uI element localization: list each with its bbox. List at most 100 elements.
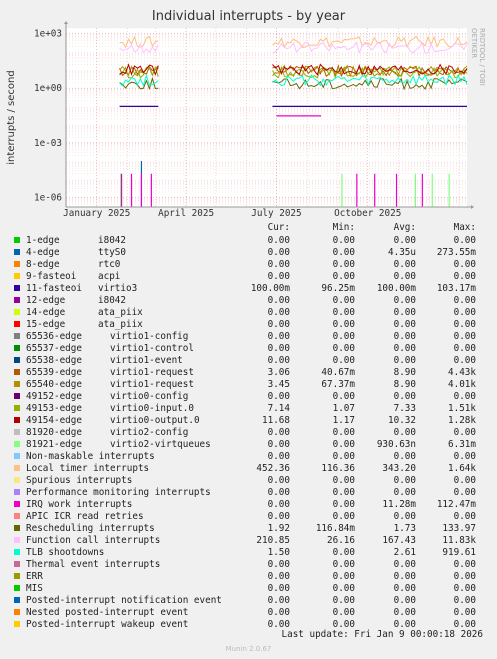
- legend-swatch: [14, 261, 20, 267]
- legend-min: 0.00: [332, 583, 355, 594]
- legend-max: 0.00: [453, 355, 476, 366]
- header-max: Max:: [453, 222, 476, 233]
- legend-cur: 0.00: [267, 487, 290, 498]
- legend-series-name: Spurious interrupts: [26, 475, 133, 486]
- legend-swatch: [14, 369, 20, 375]
- legend-series-name: 49154-edge: [26, 415, 82, 426]
- x-tick-label: April 2025: [158, 208, 214, 219]
- legend-device: virtio1-request: [110, 367, 194, 378]
- legend-cur: 0.00: [267, 295, 290, 306]
- legend-series-name: IRQ work interrupts: [26, 499, 133, 510]
- legend-min: 0.00: [332, 307, 355, 318]
- legend-swatch: [14, 321, 20, 327]
- series-trace: [272, 41, 468, 55]
- legend-min: 0.00: [332, 595, 355, 606]
- legend-max: 4.43k: [448, 367, 476, 378]
- legend-cur: 0.00: [267, 439, 290, 450]
- munin-version: Munin 2.0.67: [225, 645, 272, 653]
- legend-swatch: [14, 273, 20, 279]
- legend-avg: 0.00: [393, 331, 416, 342]
- header-cur: Cur:: [267, 222, 290, 233]
- rrdtool-credit: RRDTOOL / TOBI OETIKER: [470, 28, 486, 86]
- x-tick-label: July 2025: [251, 208, 301, 219]
- legend-swatch: [14, 561, 20, 567]
- legend-max: 0.00: [453, 319, 476, 330]
- legend-min: 40.67m: [321, 367, 355, 378]
- legend-avg: 0.00: [393, 307, 416, 318]
- legend-device: ttyS0: [98, 247, 126, 258]
- legend-series-name: TLB shootdowns: [26, 547, 105, 558]
- legend-series-name: 65540-edge: [26, 379, 82, 390]
- legend-swatch: [14, 381, 20, 387]
- legend-swatch: [14, 453, 20, 459]
- legend-max: 0.00: [453, 583, 476, 594]
- legend-cur: 0.00: [267, 259, 290, 270]
- legend-min: 0.00: [332, 475, 355, 486]
- legend-swatch: [14, 249, 20, 255]
- legend-min: 116.36: [321, 463, 355, 474]
- legend-swatch: [14, 465, 20, 471]
- series-trace: [272, 35, 468, 49]
- legend-avg: 0.00: [393, 451, 416, 462]
- legend-cur: 1.92: [267, 523, 290, 534]
- legend-swatch: [14, 573, 20, 579]
- legend-avg: 2.61: [393, 547, 416, 558]
- legend-max: 1.28k: [448, 415, 476, 426]
- legend-min: 1.07: [332, 403, 355, 414]
- legend-min: 116.84m: [315, 523, 355, 534]
- legend-min: 0.00: [332, 247, 355, 258]
- series-trace: [272, 77, 468, 91]
- legend-avg: 0.00: [393, 595, 416, 606]
- legend-max: 0.00: [453, 475, 476, 486]
- legend-series-name: 81921-edge: [26, 439, 82, 450]
- legend-max: 103.17m: [436, 283, 476, 294]
- legend-avg: 167.43: [382, 535, 416, 546]
- legend-max: 0.00: [453, 259, 476, 270]
- legend-series-name: 11-fasteoi: [26, 283, 82, 294]
- x-axis-arrow: [471, 205, 474, 209]
- legend-cur: 0.00: [267, 319, 290, 330]
- legend-swatch: [14, 285, 20, 291]
- series-trace: [119, 65, 159, 79]
- legend-min: 0.00: [332, 427, 355, 438]
- series-trace: [119, 42, 159, 54]
- legend-cur: 0.00: [267, 247, 290, 258]
- legend-device: virtio0-output.0: [110, 415, 200, 426]
- legend-avg: 0.00: [393, 259, 416, 270]
- legend-avg: 343.20: [382, 463, 416, 474]
- legend-min: 0.00: [332, 499, 355, 510]
- legend-swatch: [14, 357, 20, 363]
- legend-cur: 0.00: [267, 607, 290, 618]
- legend-avg: 0.00: [393, 235, 416, 246]
- legend-series-name: 12-edge: [26, 295, 66, 306]
- series-trace: [272, 65, 468, 80]
- legend-series-name: Nested posted-interrupt event: [26, 607, 189, 618]
- legend-swatch: [14, 597, 20, 603]
- y-tick-label: 1e-06: [34, 192, 62, 203]
- legend-swatch: [14, 393, 20, 399]
- x-tick-label: January 2025: [63, 208, 130, 219]
- legend-cur: 0.00: [267, 307, 290, 318]
- legend-cur: 0.00: [267, 475, 290, 486]
- last-update: Last update: Fri Jan 9 00:00:18 2026: [281, 629, 484, 640]
- y-tick-label: 1e+03: [34, 28, 62, 39]
- legend-swatch: [14, 237, 20, 243]
- legend-series-name: MIS: [26, 583, 43, 594]
- legend-avg: 0.00: [393, 391, 416, 402]
- legend-max: 0.00: [453, 331, 476, 342]
- legend-device: virtio0-input.0: [110, 403, 194, 414]
- legend-cur: 0.00: [267, 451, 290, 462]
- legend-series-name: 49152-edge: [26, 391, 82, 402]
- legend-avg: 0.00: [393, 427, 416, 438]
- legend-series-name: 9-fasteoi: [26, 271, 77, 282]
- legend-cur: 7.14: [267, 403, 290, 414]
- legend-max: 273.55m: [436, 247, 476, 258]
- legend-max: 0.00: [453, 235, 476, 246]
- legend-max: 0.00: [453, 343, 476, 354]
- legend-min: 0.00: [332, 271, 355, 282]
- legend-cur: 0.00: [267, 391, 290, 402]
- legend-device: virtio2-virtqueues: [110, 439, 211, 450]
- legend-min: 0.00: [332, 451, 355, 462]
- legend-series-name: ERR: [26, 571, 43, 582]
- legend-min: 0.00: [332, 235, 355, 246]
